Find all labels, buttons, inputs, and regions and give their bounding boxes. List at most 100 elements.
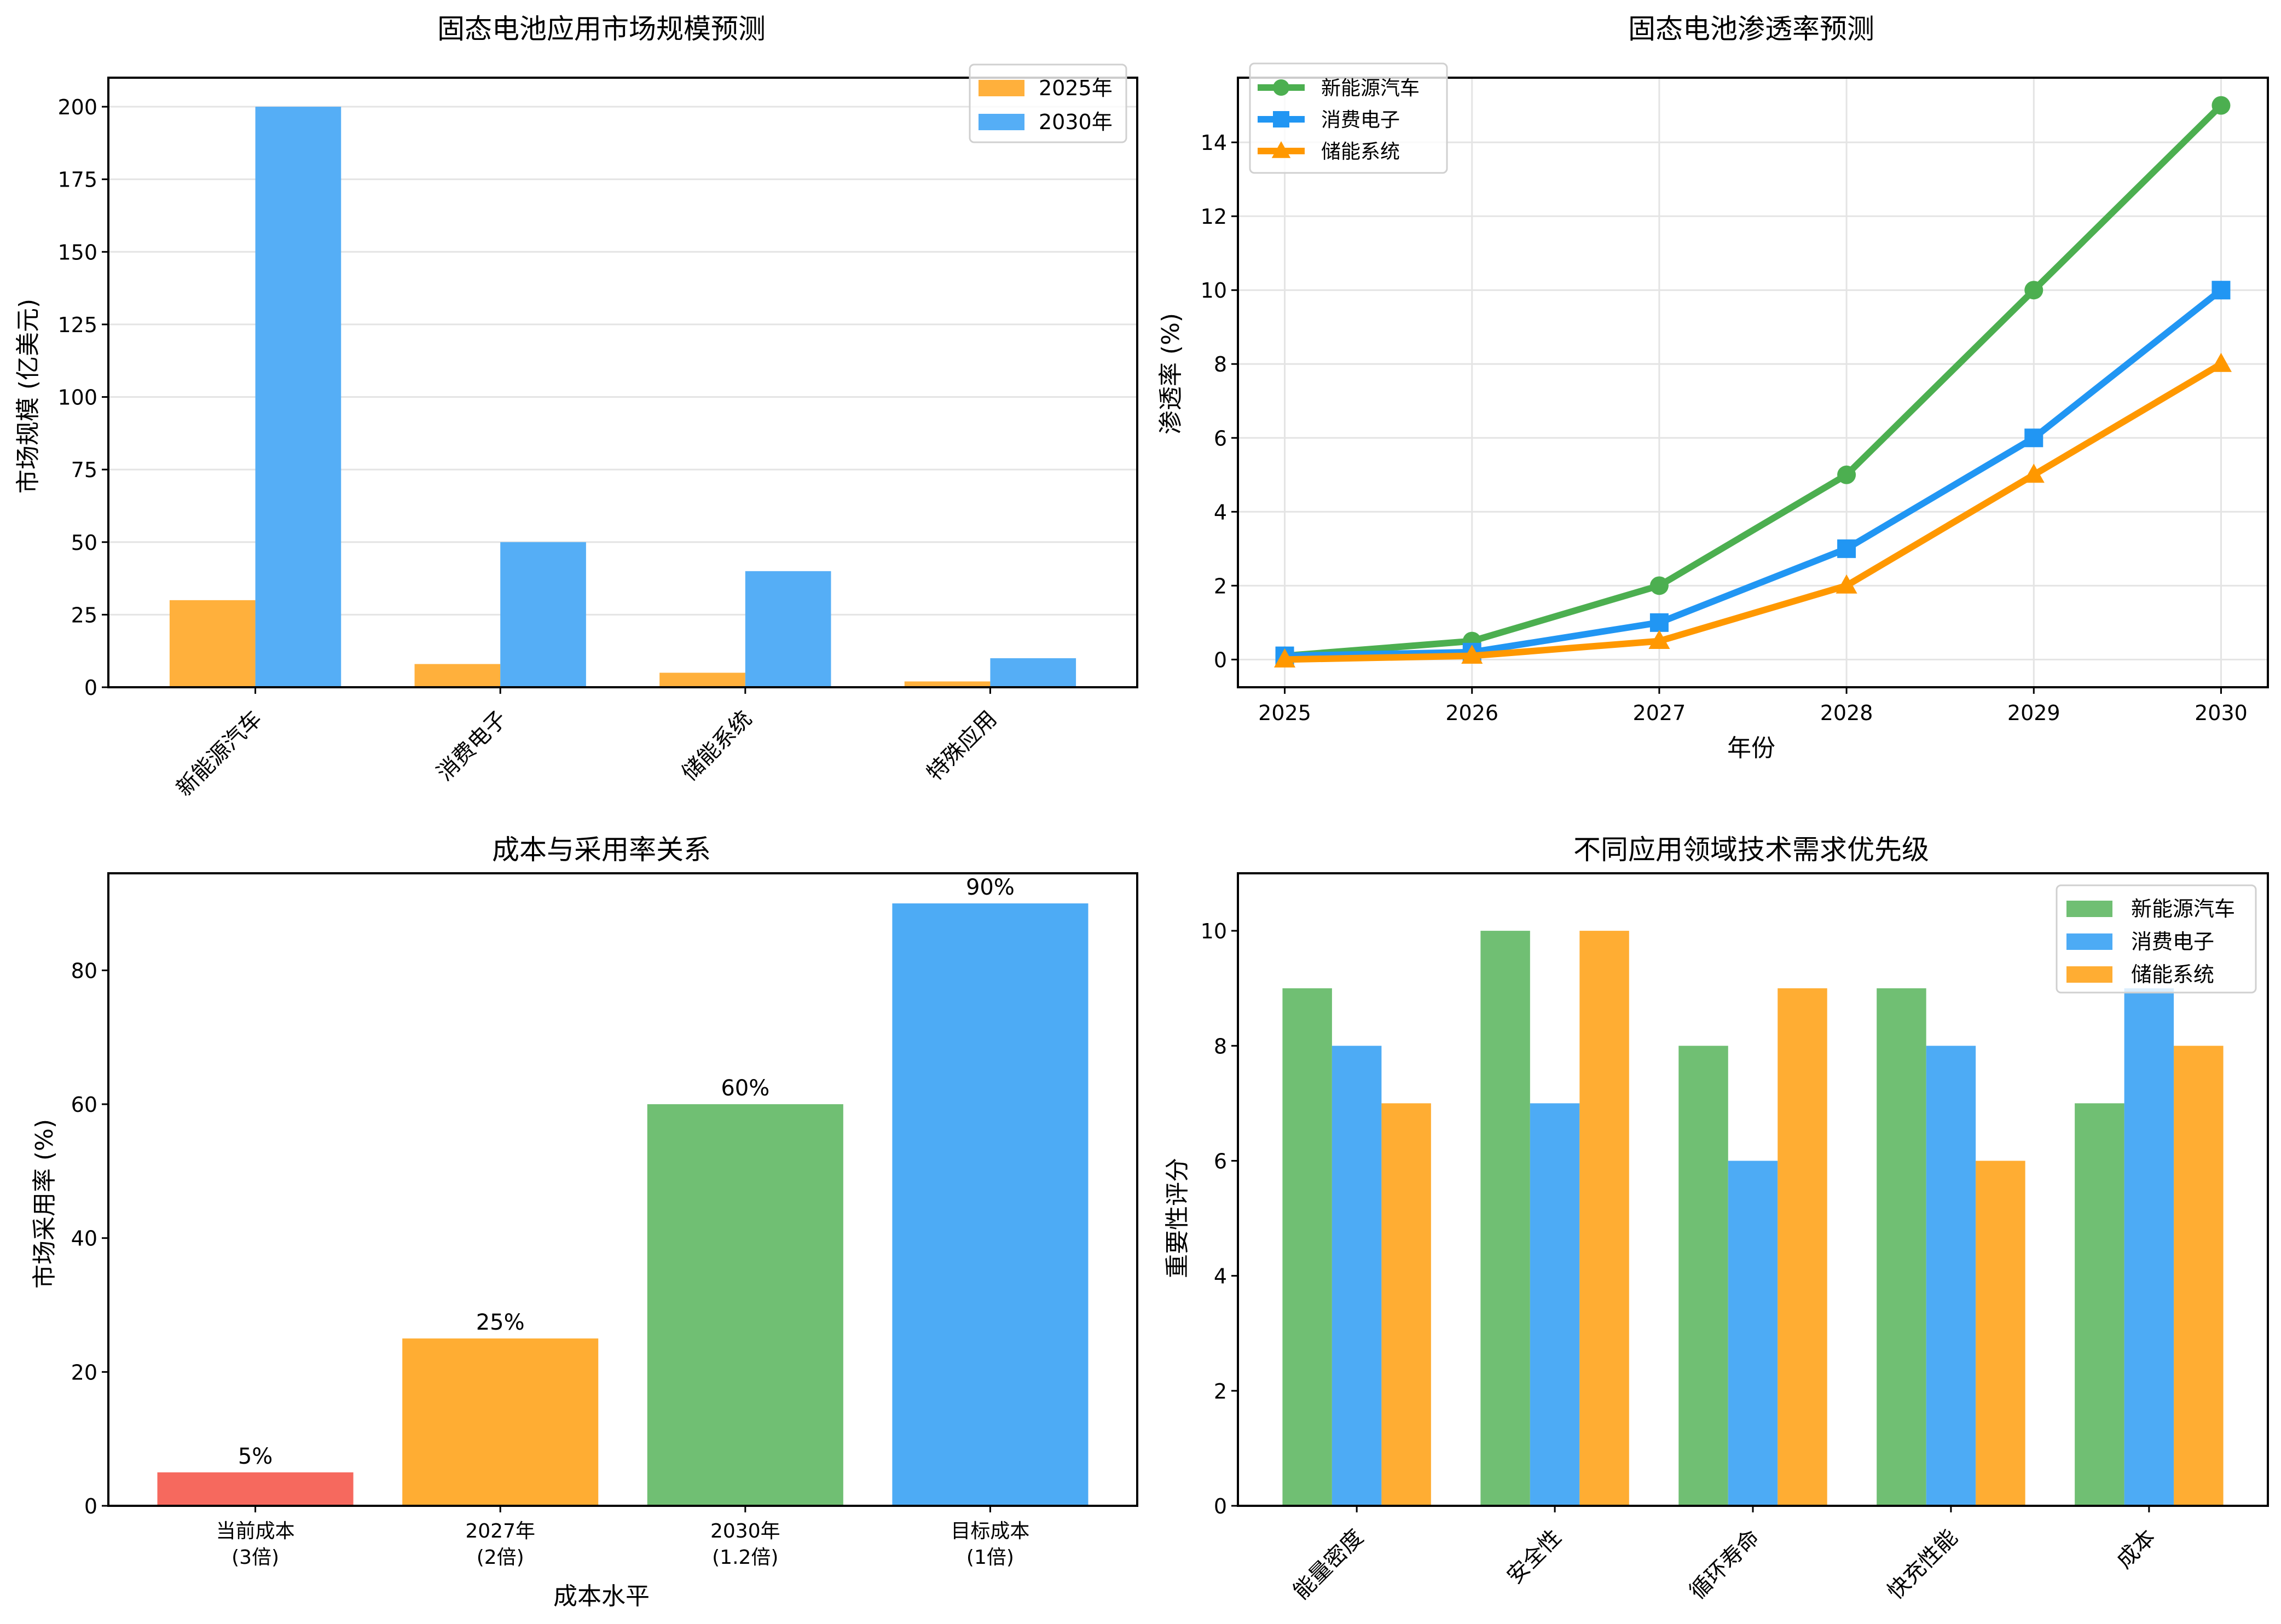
y-tick-label: 6: [1214, 426, 1227, 450]
marker-circle: [2024, 281, 2043, 300]
legend-swatch: [2066, 901, 2112, 917]
marker-triangle: [2210, 352, 2232, 372]
x-tick-label: 快充性能: [1883, 1525, 1962, 1605]
cost-adoption-chart: 成本与采用率关系 市场采用率 (%) 成本水平 5% 25% 60% 90% 0 20 40…: [31, 834, 1138, 1610]
legend-swatch: [979, 80, 1024, 96]
legend-swatch: [979, 114, 1024, 130]
axes-frame: [1237, 77, 2269, 688]
bar-储能系统: [1381, 1103, 1431, 1506]
y-tick-label: 0: [1214, 648, 1227, 672]
bar: [647, 1104, 843, 1506]
bar-消费电子: [1530, 1103, 1580, 1506]
x-tick-label: 新能源汽车: [172, 706, 267, 802]
x-tick-label: 安全性: [1502, 1525, 1566, 1589]
marker-circle: [1649, 576, 1669, 595]
legend-swatch: [2066, 966, 2112, 983]
data-label: 90%: [966, 875, 1015, 900]
x-tick-label: 储能系统: [677, 706, 757, 786]
y-tick-label: 8: [1214, 352, 1227, 376]
y-tick-label: 0: [84, 1494, 97, 1518]
bar-消费电子: [1926, 1046, 1976, 1506]
y-tick-label: 2: [1214, 574, 1227, 598]
marker-triangle: [1648, 630, 1670, 649]
y-axis-label: 市场规模 (亿美元): [14, 299, 42, 494]
marker-square: [1273, 111, 1289, 127]
bar-2030年: [745, 571, 831, 687]
bar-消费电子: [1331, 1046, 1382, 1506]
marker-triangle: [1273, 648, 1296, 668]
marker-triangle: [1271, 141, 1291, 158]
legend-swatch: [2066, 933, 2112, 950]
axes-frame: [107, 872, 1138, 1507]
y-tick-label: 25: [71, 603, 97, 627]
y-tick-label: 20: [71, 1360, 97, 1384]
x-tick-label: 能量密度: [1289, 1525, 1369, 1605]
marker-square: [1649, 613, 1669, 632]
x-tick-label: 循环寿命: [1684, 1525, 1764, 1605]
y-tick-label: 50: [71, 531, 97, 555]
x-tick-label: 目标成本: [951, 1520, 1029, 1542]
bar-储能系统: [2174, 1046, 2224, 1506]
marker-triangle: [1461, 645, 1483, 664]
x-tick-label: 2025: [1258, 701, 1311, 725]
bar-2030年: [500, 542, 586, 687]
legend-label: 2025年: [1039, 76, 1113, 100]
axes-frame: [1237, 872, 2269, 1507]
bar-2025年: [659, 672, 745, 687]
y-tick-label: 8: [1214, 1034, 1227, 1058]
legend-label: 新能源汽车: [2131, 897, 2235, 921]
data-label: 25%: [476, 1310, 525, 1335]
series-line-储能系统: [1284, 361, 2223, 663]
y-tick-label: 100: [57, 386, 97, 410]
x-tick-label: 2027: [1633, 701, 1686, 725]
bar-2025年: [169, 600, 256, 687]
market-size-chart: 固态电池应用市场规模预测 市场规模 (亿美元) 0 25 50 75 100 125 150…: [14, 13, 1138, 802]
x-tick-label: (3倍): [231, 1546, 279, 1569]
x-tick-label: 2029: [2007, 701, 2060, 725]
bar-储能系统: [1778, 988, 1827, 1506]
series-line-新能源汽车: [1284, 103, 2224, 659]
y-axis-label: 市场采用率 (%): [31, 1119, 59, 1289]
marker-circle: [1273, 79, 1289, 96]
legend-label: 消费电子: [1321, 109, 1400, 131]
x-tick-label: (1.2倍): [712, 1546, 778, 1569]
y-tick-label: 10: [1201, 279, 1227, 303]
bar-新能源汽车: [2075, 1103, 2124, 1506]
y-tick-label: 150: [57, 240, 97, 264]
x-tick-label: 特殊应用: [922, 706, 1002, 786]
x-tick-label: 2028: [1820, 701, 1873, 725]
y-tick-label: 40: [71, 1227, 97, 1251]
penetration-chart: 固态电池渗透率预测 渗透率 (%) 年份 0 2 4 6 8 10 12 14 2025 2026…: [1157, 13, 2269, 762]
y-tick-label: 4: [1214, 1265, 1227, 1289]
y-tick-label: 0: [84, 676, 97, 700]
legend-label: 2030年: [1039, 110, 1113, 134]
y-tick-label: 125: [57, 313, 97, 337]
legend-label: 储能系统: [2131, 962, 2214, 987]
x-tick-label: 2027年: [465, 1520, 535, 1542]
bar-新能源汽车: [1480, 931, 1530, 1506]
bar-新能源汽车: [1678, 1046, 1728, 1506]
x-tick-label: (1倍): [966, 1546, 1014, 1569]
x-tick-label: 消费电子: [432, 706, 512, 786]
bar-储能系统: [1976, 1161, 2025, 1506]
x-tick-label: 当前成本: [216, 1520, 295, 1542]
marker-circle: [2211, 96, 2231, 115]
bar: [892, 903, 1089, 1506]
y-tick-label: 4: [1214, 500, 1227, 524]
y-axis-label: 重要性评分: [1163, 1158, 1191, 1278]
bar-新能源汽车: [1877, 988, 1926, 1506]
y-tick-label: 6: [1214, 1149, 1227, 1173]
marker-circle: [1837, 465, 1856, 484]
axes-frame: [107, 77, 1138, 688]
legend-label: 储能系统: [1321, 141, 1400, 163]
bar: [402, 1338, 599, 1506]
y-tick-label: 60: [71, 1093, 97, 1117]
bar-2030年: [255, 107, 341, 688]
marker-square: [1837, 539, 1856, 558]
bar-2025年: [414, 664, 501, 687]
x-tick-label: 2030: [2195, 701, 2248, 725]
bar-储能系统: [1579, 931, 1629, 1506]
y-tick-label: 175: [57, 168, 97, 192]
x-axis-label: 年份: [1727, 734, 1775, 762]
chart-title: 固态电池渗透率预测: [1628, 13, 1874, 45]
